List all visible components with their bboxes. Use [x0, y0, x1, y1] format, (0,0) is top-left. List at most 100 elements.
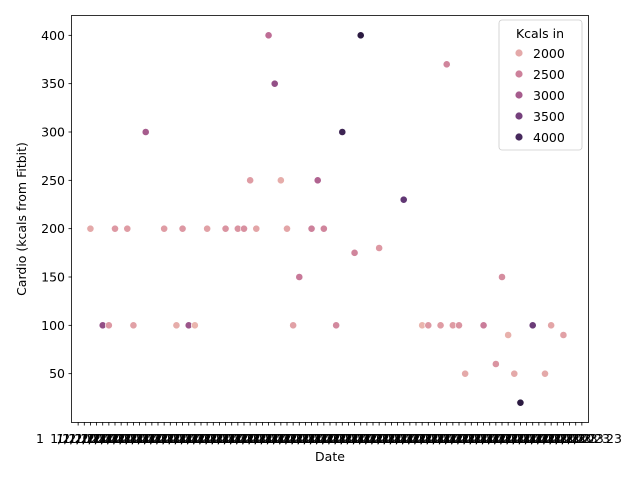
- x-tick-label: 1/2/2023: [511, 431, 567, 446]
- legend-entry-label: 2000: [533, 46, 565, 61]
- x-tick-label: 1/2/2023: [81, 431, 137, 446]
- data-point: [178, 224, 187, 233]
- x-tick-label: 1/2/2023: [87, 431, 143, 446]
- x-tick-label: 1/2/2023: [517, 431, 573, 446]
- data-point: [461, 369, 470, 378]
- data-point: [479, 321, 488, 330]
- x-tick-label: 1/2/2023: [523, 431, 579, 446]
- y-tick-label: 400: [41, 28, 65, 43]
- x-tick-label: 1/2/2023: [56, 431, 112, 446]
- legend-marker: [515, 133, 523, 141]
- x-tick-label: 1/2/2023: [419, 431, 475, 446]
- data-point: [141, 128, 150, 136]
- y-tick-label: 300: [41, 125, 65, 140]
- data-point: [129, 321, 138, 330]
- legend-title: Kcals in: [516, 26, 564, 41]
- x-tick-label: 1/2/2023: [486, 431, 542, 446]
- x-tick-label: 1/2/2023: [425, 431, 481, 446]
- x-tick-label: 1/2/2023: [216, 431, 272, 446]
- x-tick-label: 1/2/2023: [93, 431, 149, 446]
- x-tick-label: 1/2/2023: [50, 431, 106, 446]
- legend-marker: [515, 91, 523, 99]
- x-tick-label: 1/2/2023: [247, 431, 303, 446]
- x-tick-label: 1/2/2023: [173, 431, 229, 446]
- data-point: [424, 321, 433, 330]
- legend-entry-label: 3500: [533, 109, 565, 124]
- data-point: [498, 273, 506, 281]
- x-tick-label: 1/2/2023: [363, 431, 419, 446]
- x-tick-label: 1/2/2023: [376, 431, 432, 446]
- x-tick-label: 1/2/2023: [136, 431, 192, 446]
- x-tick-label: 1/2/2023: [388, 431, 444, 446]
- x-tick-label: 1/2/2023: [167, 431, 223, 446]
- x-tick-label: 1/2/2023: [449, 431, 505, 446]
- x-tick-label: 1/2/2023: [271, 431, 327, 446]
- data-point: [528, 321, 537, 330]
- data-point: [190, 321, 199, 330]
- x-tick-label: 1/2/2023: [462, 431, 518, 446]
- data-point: [289, 321, 298, 330]
- x-tick-label: 1/2/2023: [69, 431, 125, 446]
- legend-entries: 2000 2500 3000 3500 4000: [515, 46, 565, 145]
- x-tick-label: 1/2/2023: [296, 431, 352, 446]
- x-tick-label: 1/2/2023: [228, 431, 284, 446]
- x-tick-label: 1/2/2023: [259, 431, 315, 446]
- x-tick-label: 1/2/2023: [234, 431, 290, 446]
- y-tick-label: 200: [41, 221, 65, 236]
- plot-frame: [71, 15, 589, 423]
- legend-marker: [515, 70, 523, 78]
- data-point: [313, 176, 322, 185]
- data-point: [160, 224, 169, 233]
- x-tick-label: 1/2/2023: [112, 431, 168, 446]
- y-axis-ticks: 50 100 150 200 250 300 350 400: [41, 28, 72, 381]
- x-tick-label: 1/2/2023: [204, 431, 260, 446]
- x-tick-label: 1/2/2023: [105, 431, 161, 446]
- x-tick-label: 1/2/2023: [339, 431, 395, 446]
- data-point: [252, 224, 261, 233]
- x-axis-ticks: 1 1/2/20231/2/20231/2/20231/2/20231/2/202…: [36, 422, 622, 446]
- data-point: [123, 224, 132, 233]
- legend-entry-label: 2500: [533, 67, 565, 82]
- data-point: [356, 31, 365, 40]
- data-point: [240, 224, 248, 233]
- x-tick-label: 1/2/2023: [222, 431, 278, 446]
- data-point: [86, 224, 95, 233]
- x-tick-label: 1/2/2023: [308, 431, 364, 446]
- data-point: [399, 195, 408, 204]
- x-tick-label: 1/2/2023: [548, 431, 604, 446]
- x-tick-label: 1/2/2023: [185, 431, 241, 446]
- data-point: [203, 224, 212, 233]
- x-tick-label: 1/2/2023: [400, 431, 456, 446]
- y-tick-label: 100: [41, 318, 65, 333]
- x-tick-label: 1/2/2023: [191, 431, 247, 446]
- data-point: [246, 176, 255, 185]
- data-point: [541, 369, 549, 378]
- x-tick-label: 1/2/2023: [198, 431, 254, 446]
- x-tick-label: 1/2/2023: [290, 431, 346, 446]
- data-point: [104, 321, 113, 330]
- x-tick-label: 1/2/2023: [277, 431, 333, 446]
- y-tick-label: 350: [41, 76, 65, 91]
- x-tick-label: 1/2/2023: [554, 431, 610, 446]
- data-point: [375, 244, 384, 252]
- x-tick-label: 1/2/2023: [148, 431, 204, 446]
- data-point: [283, 224, 291, 233]
- x-tick-label: 1/2/2023: [456, 431, 512, 446]
- x-tick-label: 1/2/2023: [179, 431, 235, 446]
- x-tick-label: 1/2/2023: [499, 431, 555, 446]
- legend-marker: [515, 49, 523, 57]
- data-point: [338, 128, 347, 136]
- y-tick-label: 50: [49, 366, 65, 381]
- data-point: [455, 321, 463, 330]
- x-tick-label: 1/2/2023: [161, 431, 217, 446]
- x-tick-label: 1/2/2023: [370, 431, 426, 446]
- legend-entry-label: 3000: [533, 88, 565, 103]
- x-tick-label: 1/2/2023: [351, 431, 407, 446]
- data-point: [307, 224, 316, 233]
- x-tick-label: 1/2/2023: [284, 431, 340, 446]
- x-tick-label: 1/2/2023: [302, 431, 358, 446]
- x-tick-label: 1/2/2023: [542, 431, 598, 446]
- data-point: [221, 224, 230, 233]
- x-tick-label: 1/2/2023: [468, 431, 524, 446]
